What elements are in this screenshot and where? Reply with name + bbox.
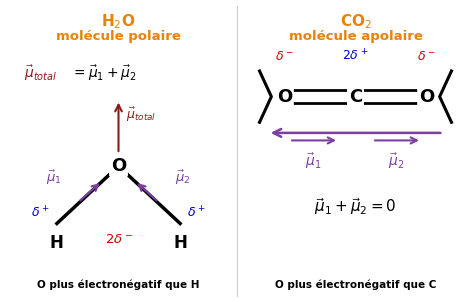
- Text: H: H: [50, 234, 64, 252]
- Text: $\delta^+$: $\delta^+$: [187, 205, 206, 220]
- Text: H: H: [173, 234, 187, 252]
- Text: $\delta^+$: $\delta^+$: [31, 205, 50, 220]
- Text: O: O: [277, 88, 292, 106]
- Text: O: O: [419, 88, 434, 106]
- Text: $\vec{\mu}_2$: $\vec{\mu}_2$: [175, 169, 191, 187]
- Text: $\vec{\mu}_{total}$: $\vec{\mu}_{total}$: [126, 106, 156, 124]
- Text: CO$_2$: CO$_2$: [339, 12, 372, 31]
- Text: C: C: [349, 88, 362, 106]
- Text: H$_2$O: H$_2$O: [101, 12, 136, 31]
- Text: $= \vec{\mu}_1 + \vec{\mu}_2$: $= \vec{\mu}_1 + \vec{\mu}_2$: [71, 63, 137, 83]
- Text: O plus électronégatif que H: O plus électronégatif que H: [37, 279, 200, 290]
- Text: $\vec{\mu}_2$: $\vec{\mu}_2$: [388, 151, 404, 171]
- Text: O: O: [111, 157, 126, 175]
- Text: $2\delta^-$: $2\delta^-$: [105, 233, 132, 246]
- Text: $\vec{\mu}_1$: $\vec{\mu}_1$: [305, 151, 321, 171]
- Text: $\delta^-$: $\delta^-$: [417, 50, 436, 63]
- Text: O plus électronégatif que C: O plus électronégatif que C: [275, 279, 436, 290]
- Text: molécule polaire: molécule polaire: [56, 30, 181, 43]
- Text: $\delta^-$: $\delta^-$: [275, 50, 294, 63]
- Text: $\vec{\mu}_{total}$: $\vec{\mu}_{total}$: [24, 63, 57, 83]
- Text: $2\delta^+$: $2\delta^+$: [342, 48, 369, 63]
- Text: $\vec{\mu}_1$: $\vec{\mu}_1$: [46, 169, 62, 187]
- Text: molécule apolaire: molécule apolaire: [289, 30, 422, 43]
- Text: $\vec{\mu}_1 + \vec{\mu}_2 = 0$: $\vec{\mu}_1 + \vec{\mu}_2 = 0$: [314, 196, 397, 217]
